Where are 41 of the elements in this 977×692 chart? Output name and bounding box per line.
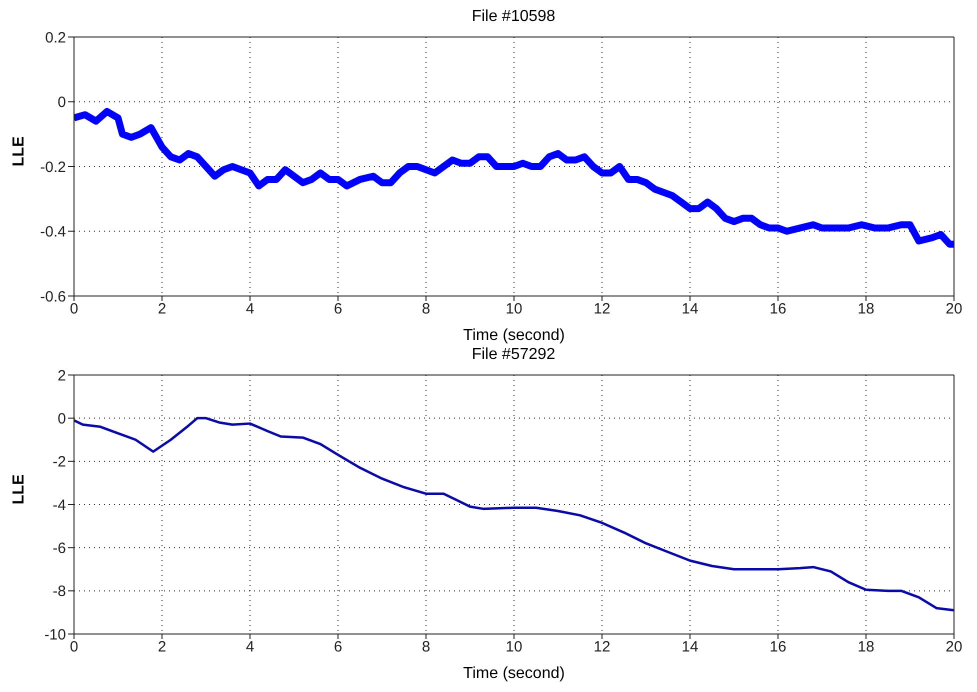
x-tick-label: 10: [506, 638, 522, 656]
x-tick-label: 16: [770, 638, 786, 656]
x-tick-label: 20: [946, 300, 962, 318]
y-tick-label: -0.2: [40, 158, 66, 176]
chart-title: File #57292: [470, 346, 556, 365]
x-tick-label: 2: [158, 638, 166, 656]
y-tick-label: 0.2: [45, 29, 66, 46]
x-tick-label: 18: [858, 300, 874, 318]
x-tick-label: 6: [334, 638, 342, 656]
y-tick-label: 0: [58, 94, 66, 112]
x-tick-label: 20: [946, 638, 962, 656]
x-axis-title: Time (second): [463, 327, 565, 344]
x-tick-label: 0: [70, 300, 78, 318]
x-tick-label: 6: [334, 300, 342, 318]
y-axis-title: LLE: [10, 474, 28, 504]
y-tick-label: -2: [52, 454, 66, 471]
y-tick-label: -4: [52, 496, 66, 514]
x-tick-label: 0: [70, 638, 78, 656]
x-tick-label: 14: [682, 300, 698, 318]
y-tick-label: -0.4: [40, 224, 66, 241]
x-tick-label: 12: [594, 300, 610, 318]
x-tick-label: 8: [422, 638, 430, 656]
y-tick-label: 0: [58, 410, 66, 428]
x-tick-label: 12: [594, 638, 610, 656]
y-tick-label: -6: [52, 540, 66, 557]
x-tick-label: 4: [246, 638, 254, 656]
x-axis-title: Time (second): [463, 665, 565, 682]
y-tick-label: -0.6: [40, 288, 66, 306]
x-tick-label: 4: [246, 300, 254, 318]
x-tick-label: 14: [682, 638, 698, 656]
y-tick-label: -10: [44, 626, 66, 644]
line-series: [74, 416, 954, 612]
y-axis-title: LLE: [10, 136, 28, 166]
x-tick-label: 10: [506, 300, 522, 318]
chart-title: File #10598: [470, 8, 556, 27]
x-tick-label: 8: [422, 300, 430, 318]
x-tick-label: 2: [158, 300, 166, 318]
y-tick-label: -8: [52, 583, 66, 600]
x-tick-label: 18: [858, 638, 874, 656]
y-tick-label: 2: [58, 367, 66, 384]
x-tick-label: 16: [770, 300, 786, 318]
